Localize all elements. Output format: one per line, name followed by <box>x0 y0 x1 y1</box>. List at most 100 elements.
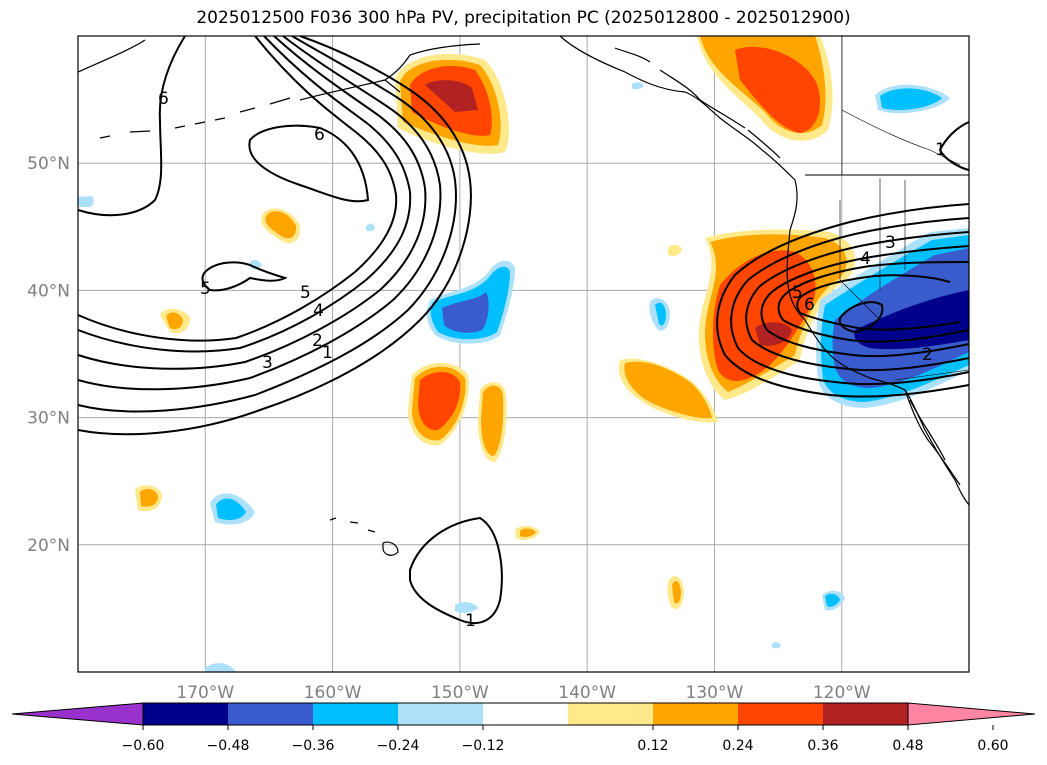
precip-blob-small-3b <box>140 488 158 507</box>
contour-label: 1 <box>935 140 946 160</box>
latitude-label: 20°N <box>27 536 70 556</box>
precip-blob-small-6b <box>672 580 681 604</box>
latitude-label: 50°N <box>27 154 70 174</box>
contour-label: 2 <box>312 331 323 351</box>
colorbar-bin <box>398 703 483 725</box>
colorbar-bin <box>653 703 738 725</box>
precip-blob-small-7b <box>825 593 840 607</box>
colorbar-bin <box>568 703 653 725</box>
border-canada <box>841 36 961 175</box>
pv-contour-6-west <box>77 35 398 342</box>
precip-blob-small-16 <box>772 642 781 649</box>
precip-blob-canada-neg-2 <box>880 88 942 110</box>
precip-blob-small-13 <box>632 82 644 90</box>
precip-blob-tail-2 <box>624 361 712 419</box>
border-states <box>839 178 906 321</box>
contour-label: 1 <box>465 611 476 631</box>
colorbar-tick-label: 0.24 <box>722 738 753 754</box>
colorbar-tick-label: −0.24 <box>377 738 420 754</box>
colorbar-bin <box>738 703 823 725</box>
precip-blob-small-1b <box>265 211 297 239</box>
colorbar-bin <box>483 703 568 725</box>
colorbar-tick-label: 0.48 <box>892 738 923 754</box>
longitude-label: 120°W <box>813 683 871 703</box>
contour-label: 1 <box>322 343 333 363</box>
latitude-label: 30°N <box>27 409 70 429</box>
contour-labels: 1 2 3 4 5 6 1 2 3 4 5 6 5 6 1 <box>158 89 946 631</box>
pv-contour-3-east <box>745 231 970 372</box>
coastlines <box>77 35 970 556</box>
colorbar-tick-label: −0.12 <box>462 738 505 754</box>
contour-label: 3 <box>885 233 896 253</box>
pv-contour-2-east <box>730 217 970 386</box>
contour-label: 5 <box>200 279 211 299</box>
colorbar-frame <box>142 702 909 726</box>
pv-contour-5-closed <box>201 261 288 292</box>
colorbar-tick-label: 0.36 <box>807 738 838 754</box>
colorbar: −0.60 −0.48 −0.36 −0.24 −0.12 0.12 0.24 0.36 0.4… <box>11 702 1036 754</box>
contour-label: 5 <box>792 283 803 303</box>
longitude-label: 150°W <box>431 683 489 703</box>
colorbar-tick-label: −0.60 <box>122 738 165 754</box>
precip-blob-alaska-4 <box>425 80 478 112</box>
pv-contour-1-south <box>409 516 503 625</box>
precip-blob-small-15 <box>366 223 375 232</box>
coast-aleutians <box>99 97 291 139</box>
pv-contour-6-east <box>796 274 961 331</box>
precip-blob-small-8b <box>520 528 536 537</box>
latitude-labels: 50°N 40°N 30°N 20°N <box>27 154 70 556</box>
coast-alaska <box>77 35 798 231</box>
precip-blob-small-5b <box>655 302 666 326</box>
pv-contour-2-west <box>77 35 457 413</box>
colorbar-tick-label: −0.36 <box>292 738 335 754</box>
pv-contour-1-west <box>77 35 472 436</box>
latitude-label: 40°N <box>27 281 70 301</box>
longitude-label: 130°W <box>686 683 744 703</box>
contour-label: 6 <box>158 89 169 109</box>
pv-contour-closed-sw <box>838 301 884 334</box>
precip-blob-small-9 <box>455 602 478 613</box>
longitude-label: 140°W <box>558 683 616 703</box>
pv-contour-6-far <box>77 35 186 217</box>
contour-label: 6 <box>804 295 815 315</box>
pv-contour-5-west <box>77 35 412 353</box>
coast-bc-islands <box>614 47 781 159</box>
pv-contour-1-east <box>716 203 970 398</box>
contour-label: 4 <box>313 301 324 321</box>
precip-blob-small-11 <box>78 196 94 207</box>
pv-contour-1-ne <box>938 121 970 171</box>
pv-contour-4-west <box>77 35 427 370</box>
colorbar-bin <box>143 703 228 725</box>
coast-baja <box>904 389 961 486</box>
pv-contour-6-closed <box>248 124 370 203</box>
coast-hawaii <box>329 517 399 556</box>
pv-contour-5-east <box>777 261 970 343</box>
precip-blob-midpac-neg-3 <box>442 292 489 333</box>
border-mexico <box>894 369 970 381</box>
colorbar-tick-label: 0.12 <box>637 738 668 754</box>
colorbar-bin <box>313 703 398 725</box>
longitude-label: 170°W <box>176 683 234 703</box>
precip-blob-pos-a-3 <box>418 372 461 431</box>
precip-blob-bc-3 <box>735 46 820 133</box>
longitude-label: 160°W <box>304 683 362 703</box>
pv-contours <box>77 35 970 625</box>
precip-blob-small-12 <box>668 244 682 257</box>
colorbar-bin <box>228 703 313 725</box>
longitude-labels: 170°W 160°W 150°W 140°W 130°W 120°W <box>176 683 870 703</box>
colorbar-tick-label: 0.60 <box>977 738 1008 754</box>
precip-blob-small-10 <box>205 663 236 672</box>
colorbar-bin <box>823 703 908 725</box>
contour-label: 5 <box>300 283 311 303</box>
contour-label: 6 <box>314 125 325 145</box>
pv-contour-3-west <box>77 35 442 391</box>
pv-contour-4-east <box>760 245 970 358</box>
precip-blob-small-4b <box>216 498 246 520</box>
figure-title: 2025012500 F036 300 hPa PV, precipitatio… <box>196 8 851 28</box>
contour-label: 2 <box>922 345 933 365</box>
contour-label: 3 <box>262 353 273 373</box>
contour-label: 4 <box>860 249 871 269</box>
colorbar-tick-label: −0.48 <box>207 738 250 754</box>
colorbar-extend-over <box>907 702 1036 726</box>
